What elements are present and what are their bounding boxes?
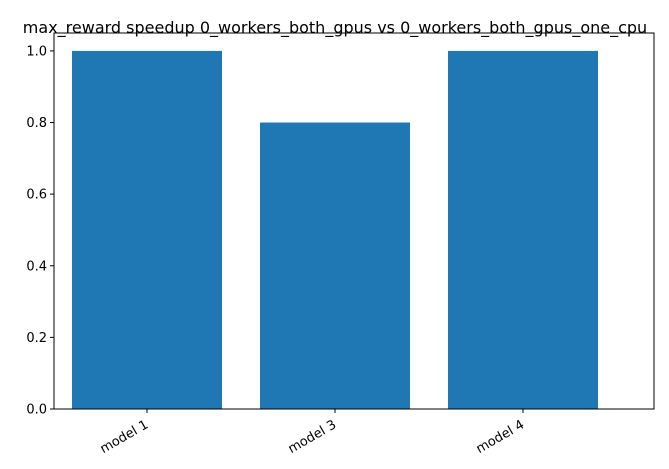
y-tick-label: 1.0: [26, 44, 47, 59]
chart-title: max_reward speedup 0_workers_both_gpus v…: [23, 18, 647, 38]
y-tick-label: 0.4: [26, 259, 47, 274]
x-axis: model 1 model 3 model 4: [98, 409, 527, 457]
y-tick-label: 0.0: [26, 403, 47, 418]
y-tick-label: 0.2: [26, 331, 47, 346]
x-tick-label: model 1: [98, 417, 151, 456]
bar-model-4: [448, 50, 598, 410]
bars-group: [72, 50, 598, 410]
y-tick-label: 0.6: [26, 188, 47, 203]
x-tick-label: model 4: [474, 417, 527, 456]
bar-model-3: [260, 122, 410, 410]
y-axis: 0.0 0.2 0.4 0.6 0.8 1.0: [26, 44, 54, 418]
plot-frame: [53, 32, 655, 410]
bar-model-1: [72, 50, 222, 410]
y-tick-label: 0.8: [26, 116, 47, 131]
x-tick-label: model 3: [286, 417, 339, 456]
